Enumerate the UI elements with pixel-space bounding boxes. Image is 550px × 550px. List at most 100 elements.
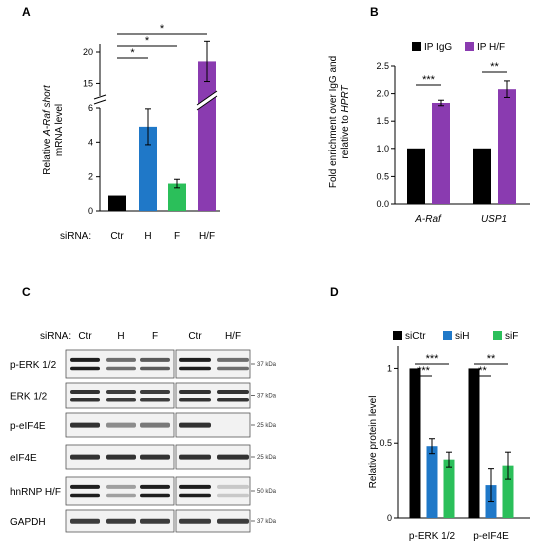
a-ytick-label: 20 [83,47,93,57]
c-row-label: hnRNP H/F [10,487,61,498]
c-row-label: p-eIF4E [10,421,46,432]
c-band [179,422,211,428]
b-legend-label: IP H/F [477,42,505,53]
c-blot-box-right [175,476,251,506]
panel-c-letter: C [22,285,31,299]
panel-c: C siRNA: Ctr H F Ctr H/F p-ERK 1/2 37 kDa ERK … [10,285,277,533]
a-category-label: Ctr [110,231,124,242]
panel-a-significance: * * * [117,23,207,59]
c-kda-label: 37 kDa [257,394,277,400]
c-band [179,366,211,371]
c-row-label: ERK 1/2 [10,392,48,403]
b-bar [473,148,491,204]
c-band [70,422,100,428]
panel-b-significance: ***** [416,61,507,86]
b-ytick-label: 1.0 [376,144,389,154]
c-band [217,398,249,402]
d-sig-label: *** [426,353,440,365]
c-band [217,484,249,489]
a-category-label: F [174,231,180,242]
c-band [106,366,136,371]
b-category-label: USP1 [481,214,507,225]
a-yaxis-break-1 [93,99,107,105]
c-band [140,493,170,498]
b-ytick-label: 0.5 [376,171,389,181]
a-sig-label: * [160,23,165,35]
b-bar [498,89,516,204]
c-blot-box-left [65,349,175,379]
panel-b-categories: A-Raf USP1 [414,214,507,225]
c-band [106,390,136,394]
c-kda-label: 37 kDa [257,362,277,368]
c-blot-box-right [175,349,251,379]
panel-a-ylabel-prefix: Relative [42,136,53,175]
c-band [140,366,170,371]
c-band [179,398,211,402]
c-band [70,454,100,460]
c-band [140,357,170,362]
d-sig-label: ** [478,365,487,377]
c-band [70,366,100,371]
panel-d-significance: ********** [415,353,508,377]
c-band [106,398,136,402]
c-lane-label: F [152,331,158,342]
c-band [70,493,100,498]
c-band [217,493,249,498]
c-band [140,454,170,460]
b-category-label: A-Raf [414,214,442,225]
b-legend-swatch [465,42,474,51]
d-sig-label: ** [487,353,496,365]
panel-a-bars [108,40,218,211]
c-lane-label: H [117,331,124,342]
c-blot-box-right [175,509,251,533]
c-band [106,357,136,362]
b-ytick-label: 0.0 [376,199,389,209]
c-band [140,390,170,394]
c-band [106,454,136,460]
panel-d: D Relative protein level siCtr siH siF 0 0.… [330,285,530,542]
c-kda-label: 50 kDa [257,489,277,495]
panel-a-ylabel: Relative A-Raf short mRNA level [42,84,65,175]
c-blot-box-right [175,382,251,409]
b-sig-label: *** [422,74,436,86]
d-ytick-label: 0 [387,513,392,523]
panel-d-letter: D [330,285,339,299]
c-band [140,422,170,428]
d-sig-label: *** [417,365,431,377]
panel-d-bars [409,368,514,518]
b-bar [407,148,425,204]
d-legend-swatch [443,331,452,340]
panel-c-sirna-label: siRNA: [40,331,71,342]
a-bar-break-gap [197,91,217,110]
a-ytick-label: 0 [88,206,93,216]
c-band [70,390,100,394]
panel-d-ylabel: Relative protein level [368,396,379,489]
c-band [70,484,100,489]
panel-b-ylabel-line2: relative to [340,112,351,158]
a-sig-label: * [130,47,135,59]
c-band [70,357,100,362]
c-lane-label: Ctr [78,331,92,342]
d-bar [409,368,421,518]
c-row-label: p-ERK 1/2 [10,360,57,371]
d-bar [426,446,438,518]
c-kda-label: 25 kDa [257,423,277,429]
panel-d-categories: p-ERK 1/2 p-eIF4E [409,531,509,542]
panel-b-bars [407,80,516,204]
c-row-label: GAPDH [10,517,46,528]
c-band [217,357,249,362]
c-blot-box-left [65,382,175,409]
c-band [106,518,136,524]
panel-a: A Relative A-Raf short mRNA level 0 2 4 6 15… [22,5,220,242]
b-ytick-label: 2.0 [376,89,389,99]
d-bar [468,368,480,518]
a-bar-H/F [198,61,216,211]
svg-text:relative to HPRT: relative to HPRT [340,85,351,159]
c-lane-label: Ctr [188,331,202,342]
c-band [217,454,249,460]
c-band [217,366,249,371]
c-band [179,484,211,489]
c-band [179,390,211,394]
b-ytick-label: 1.5 [376,116,389,126]
